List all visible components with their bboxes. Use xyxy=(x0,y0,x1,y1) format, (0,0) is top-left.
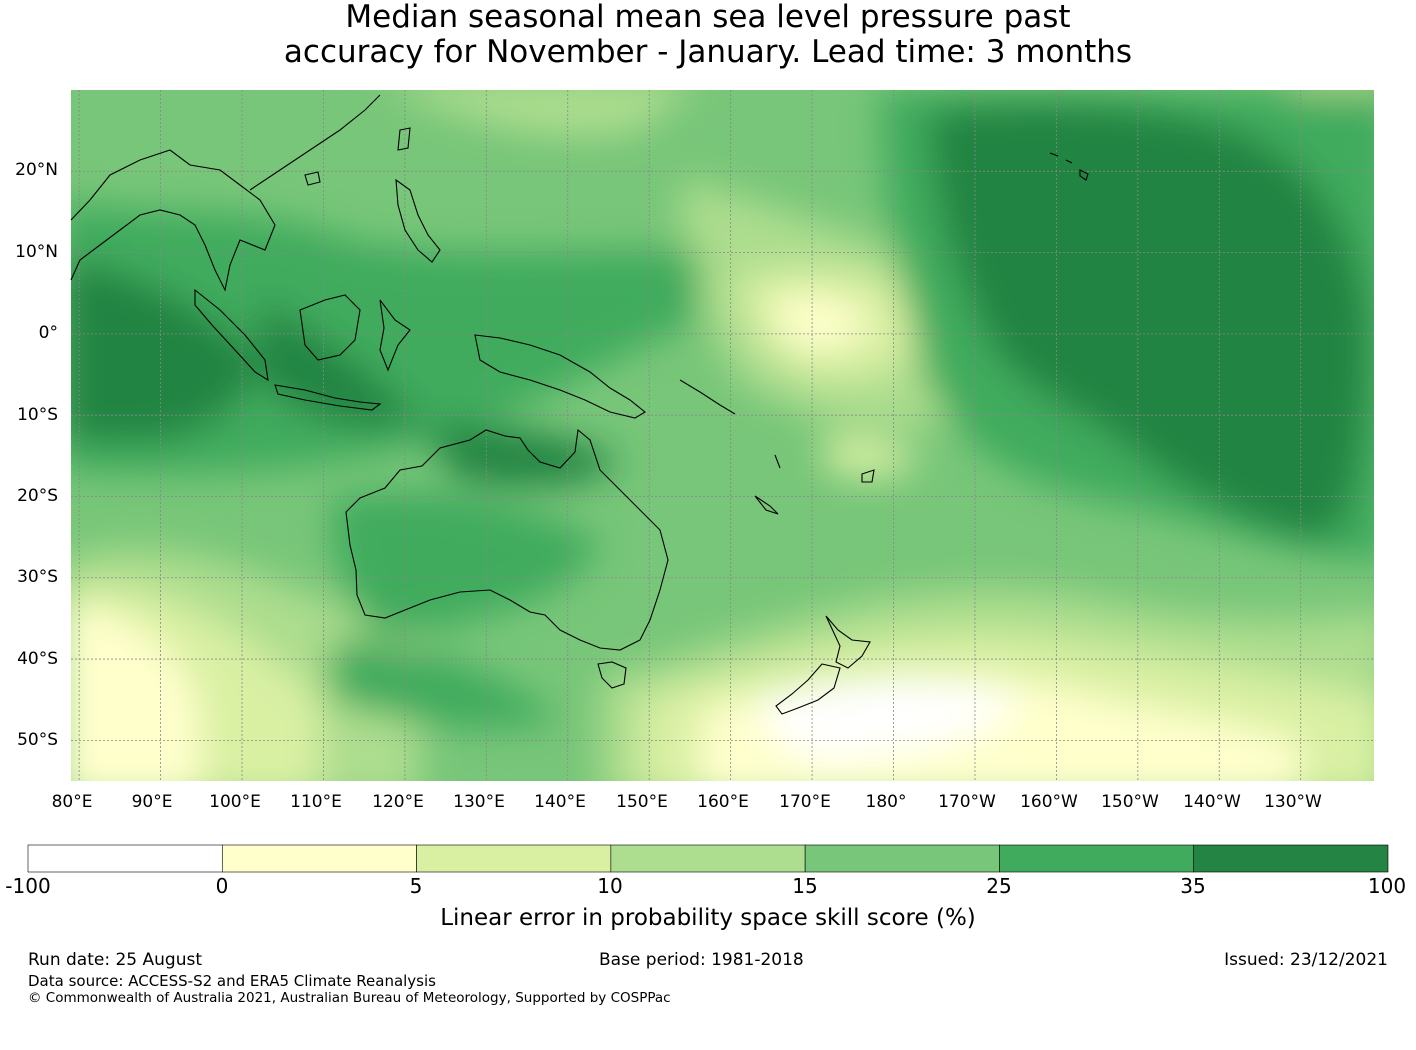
colorbar-segment xyxy=(610,844,806,873)
issued-date: Issued: 23/12/2021 xyxy=(1224,950,1388,970)
title-line-1: Median seasonal mean sea level pressure … xyxy=(345,0,1071,35)
australia-coastline xyxy=(345,428,669,651)
title-line-2: accuracy for November - January. Lead ti… xyxy=(283,34,1133,70)
lon-label: 120°E xyxy=(372,792,424,812)
lat-label: 50°S xyxy=(17,730,58,750)
lon-label: 110°E xyxy=(290,792,342,812)
colorbar-segment xyxy=(416,844,612,873)
lon-label: 140°W xyxy=(1183,792,1241,812)
colorbar-tick-label: 35 xyxy=(1180,874,1206,898)
tasmania-coastline xyxy=(597,661,627,689)
java-coastline xyxy=(274,384,382,411)
lat-label: 10°S xyxy=(17,405,58,425)
lon-label: 150°W xyxy=(1101,792,1159,812)
colorbar-title: Linear error in probability space skill … xyxy=(440,905,976,931)
lon-label: 160°E xyxy=(697,792,749,812)
lon-label: 130°W xyxy=(1264,792,1322,812)
lat-label: 20°N xyxy=(15,160,58,180)
colorbar-tick-label: 5 xyxy=(409,874,423,898)
lat-label: 30°S xyxy=(17,567,58,587)
colorbar-tick-label: 15 xyxy=(792,874,818,898)
sumatra-coastline xyxy=(194,288,269,382)
lon-label: 170°E xyxy=(779,792,831,812)
base-period: Base period: 1981-2018 xyxy=(599,950,804,970)
page-title: Median seasonal mean sea level pressure … xyxy=(0,0,1416,70)
colorbar-segment xyxy=(1193,844,1389,873)
lon-label: 150°E xyxy=(616,792,668,812)
lon-label: 130°E xyxy=(453,792,505,812)
hainan-coastline xyxy=(304,171,321,186)
colorbar-tick-label: -100 xyxy=(5,874,51,898)
data-source: Data source: ACCESS-S2 and ERA5 Climate … xyxy=(28,972,436,990)
new-guinea-coastline xyxy=(474,334,646,419)
sulawesi-coastline xyxy=(379,299,411,372)
lon-label: 140°E xyxy=(534,792,586,812)
philippines-coastline xyxy=(395,178,441,263)
colorbar-segment xyxy=(804,844,1000,873)
lon-label: 90°E xyxy=(131,792,173,812)
se-asia-coastline xyxy=(70,149,276,292)
nz-north-island-coastline xyxy=(825,615,871,669)
borneo-coastline xyxy=(299,294,361,361)
lat-label: 0° xyxy=(38,323,58,343)
lon-label: 170°W xyxy=(938,792,996,812)
lon-label: 160°W xyxy=(1020,792,1078,812)
vanuatu-coastline xyxy=(774,454,781,469)
china-coastline xyxy=(249,94,381,191)
colorbar-segment xyxy=(999,844,1195,873)
hawaii-coastline xyxy=(1049,152,1089,181)
lon-label: 100°E xyxy=(209,792,261,812)
colorbar-tick-label: 25 xyxy=(986,874,1012,898)
colorbar-tick-label: 0 xyxy=(215,874,229,898)
run-date: Run date: 25 August xyxy=(28,950,202,970)
skill-score-field xyxy=(71,90,1374,781)
colorbar-segment xyxy=(221,844,417,873)
colorbar-tick-label: 100 xyxy=(1367,874,1407,898)
nz-south-island-coastline xyxy=(775,663,841,715)
colorbar xyxy=(27,844,1389,873)
colorbar-segment xyxy=(27,844,223,873)
lon-label: 180° xyxy=(865,792,907,812)
lat-label: 10°N xyxy=(15,242,58,262)
new-caledonia-coastline xyxy=(754,495,779,515)
lon-label: 80°E xyxy=(51,792,93,812)
taiwan-coastline xyxy=(397,127,411,151)
lat-label: 20°S xyxy=(17,486,58,506)
map-gridlines xyxy=(71,90,1374,781)
lat-label: 40°S xyxy=(17,649,58,669)
copyright: © Commonwealth of Australia 2021, Austra… xyxy=(28,990,671,1006)
colorbar-tick-label: 10 xyxy=(597,874,623,898)
fiji-coastline xyxy=(861,469,875,483)
solomon-islands-coastline xyxy=(679,379,736,415)
coastlines xyxy=(70,94,1089,715)
